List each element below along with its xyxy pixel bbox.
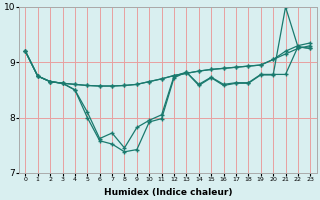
- X-axis label: Humidex (Indice chaleur): Humidex (Indice chaleur): [104, 188, 232, 197]
